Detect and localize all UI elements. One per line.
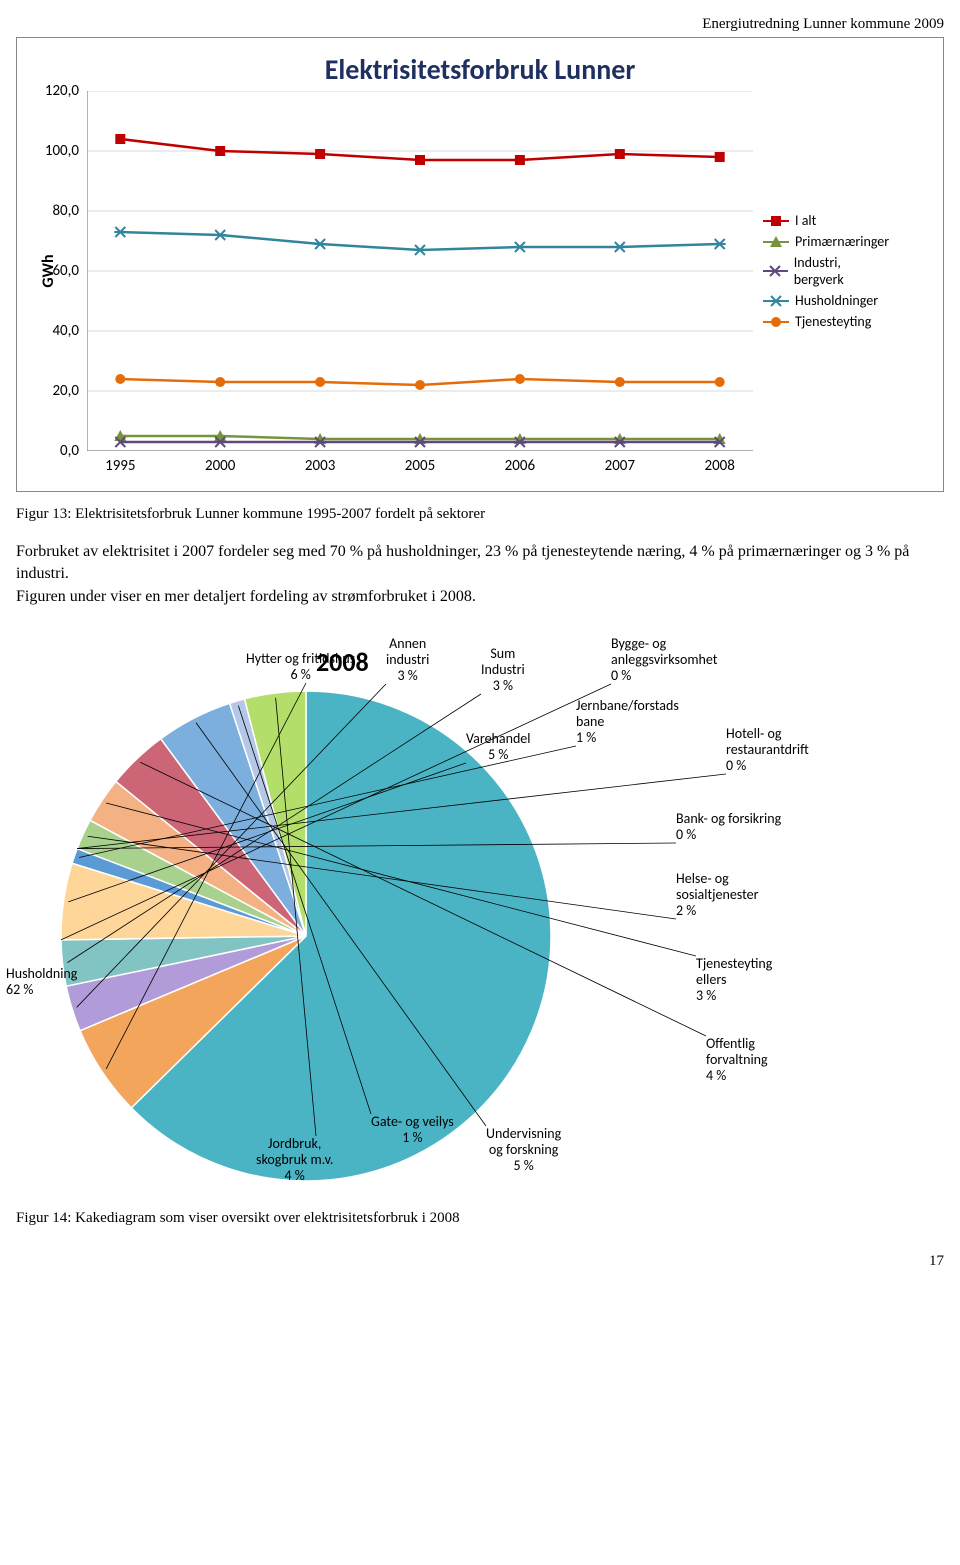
figure-caption-pie: Figur 14: Kakediagram som viser oversikt… (16, 1210, 944, 1227)
y-tick-label: 20,0 (52, 382, 87, 400)
pie-slice-label: Hytter og fritidshus6 % (246, 651, 355, 683)
pie-slice-label: Offentligforvaltning4 % (706, 1036, 768, 1084)
pie-slice-label: Undervisningog forskning5 % (486, 1126, 561, 1174)
y-tick-label: 120,0 (45, 82, 87, 100)
legend-item: Husholdninger (763, 292, 889, 309)
pie-slice-label: Hotell- ogrestaurantdrift0 % (726, 726, 809, 774)
y-tick-label: 60,0 (52, 262, 87, 280)
x-tick-label: 2005 (405, 451, 435, 475)
x-tick-label: 2007 (605, 451, 635, 475)
pie-slice-label: Gate- og veilys1 % (371, 1114, 454, 1146)
legend-item: I alt (763, 212, 889, 229)
x-tick-label: 2006 (505, 451, 535, 475)
figure-caption-line: Figur 13: Elektrisitetsforbruk Lunner ko… (16, 506, 944, 523)
pie-slice-label: Helse- ogsosialtjenester2 % (676, 871, 759, 919)
legend-item: Industri, bergverk (763, 254, 889, 288)
page-number: 17 (16, 1253, 944, 1270)
x-tick-label: 2000 (205, 451, 235, 475)
legend-label: Husholdninger (795, 292, 878, 309)
pie-slice-label: Bygge- oganleggsvirksomhet0 % (611, 636, 717, 684)
x-tick-label: 2008 (704, 451, 734, 475)
body-paragraph-1: Forbruket av elektrisitet i 2007 fordele… (16, 541, 944, 584)
pie-slice-label: Bank- og forsikring0 % (676, 811, 781, 843)
legend-label: Industri, bergverk (794, 254, 889, 288)
pie-chart-container: 2008 Husholdning62 %Hytter og fritidshus… (16, 636, 944, 1196)
pie-slice-label: Jordbruk,skogbruk m.v.4 % (256, 1136, 333, 1184)
line-chart-legend: I alt Primærnæringer Industri, bergverk Hus… (753, 208, 889, 334)
pie-slice-label: Varehandel5 % (466, 731, 530, 763)
line-chart-title: Elektrisitetsforbruk Lunner (17, 52, 943, 87)
legend-label: I alt (795, 212, 816, 229)
doc-header: Energiutredning Lunner kommune 2009 (16, 16, 944, 33)
legend-label: Primærnæringer (795, 233, 889, 250)
body-paragraph-2: Figuren under viser en mer detaljert for… (16, 586, 944, 608)
pie-slice-label: Husholdning62 % (6, 966, 77, 998)
x-tick-label: 2003 (305, 451, 335, 475)
legend-item: Primærnæringer (763, 233, 889, 250)
y-tick-label: 100,0 (45, 142, 87, 160)
legend-item: Tjenesteyting (763, 313, 889, 330)
pie-slice-label: SumIndustri3 % (481, 646, 525, 694)
y-tick-label: 80,0 (52, 202, 87, 220)
y-tick-label: 0,0 (60, 442, 87, 460)
pie-slice-label: Jernbane/forstadsbane1 % (576, 698, 679, 746)
line-chart: GWh I altPrimærnæringerIndustri, bergver… (87, 91, 753, 451)
x-tick-label: 1995 (105, 451, 135, 475)
line-chart-container: Elektrisitetsforbruk Lunner GWh I altPri… (16, 37, 944, 492)
legend-label: Tjenesteyting (795, 313, 871, 330)
y-tick-label: 40,0 (52, 322, 87, 340)
pie-slice-label: Annenindustri3 % (386, 636, 429, 684)
pie-slice-label: Tjenesteytingellers3 % (696, 956, 772, 1004)
